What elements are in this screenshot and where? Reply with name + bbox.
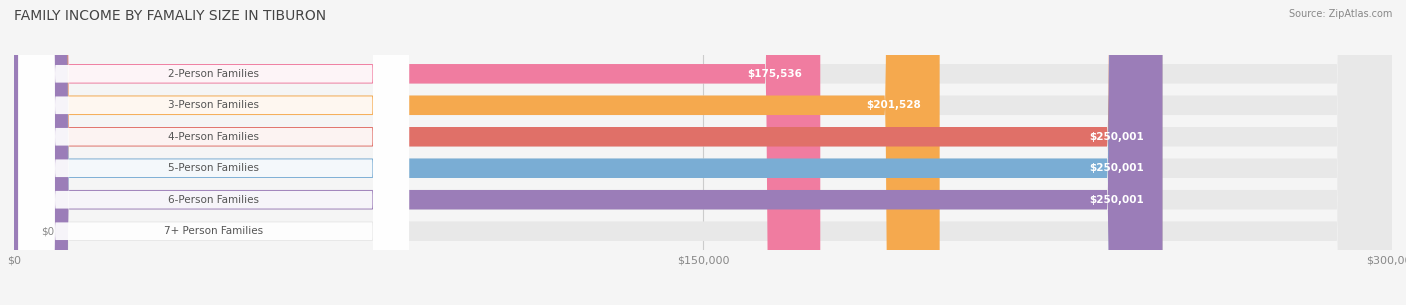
FancyBboxPatch shape <box>14 0 1163 305</box>
Text: 4-Person Families: 4-Person Families <box>169 132 259 142</box>
Text: $175,536: $175,536 <box>747 69 801 79</box>
FancyBboxPatch shape <box>18 0 409 305</box>
FancyBboxPatch shape <box>18 0 409 305</box>
Text: 2-Person Families: 2-Person Families <box>169 69 259 79</box>
Text: $250,001: $250,001 <box>1090 132 1144 142</box>
Text: $250,001: $250,001 <box>1090 195 1144 205</box>
FancyBboxPatch shape <box>14 0 1163 305</box>
FancyBboxPatch shape <box>18 0 409 305</box>
Text: 3-Person Families: 3-Person Families <box>169 100 259 110</box>
FancyBboxPatch shape <box>14 0 1392 305</box>
FancyBboxPatch shape <box>18 0 409 305</box>
Text: $201,528: $201,528 <box>866 100 921 110</box>
Text: 7+ Person Families: 7+ Person Families <box>165 226 263 236</box>
FancyBboxPatch shape <box>14 0 1392 305</box>
FancyBboxPatch shape <box>14 0 939 305</box>
FancyBboxPatch shape <box>14 0 1392 305</box>
FancyBboxPatch shape <box>14 0 1163 305</box>
Text: $0: $0 <box>42 226 55 236</box>
Text: 6-Person Families: 6-Person Families <box>169 195 259 205</box>
Text: FAMILY INCOME BY FAMALIY SIZE IN TIBURON: FAMILY INCOME BY FAMALIY SIZE IN TIBURON <box>14 9 326 23</box>
Text: $250,001: $250,001 <box>1090 163 1144 173</box>
FancyBboxPatch shape <box>18 0 409 305</box>
Text: Source: ZipAtlas.com: Source: ZipAtlas.com <box>1288 9 1392 19</box>
FancyBboxPatch shape <box>18 0 409 305</box>
FancyBboxPatch shape <box>14 0 1392 305</box>
FancyBboxPatch shape <box>14 0 1392 305</box>
FancyBboxPatch shape <box>14 0 1392 305</box>
Text: 5-Person Families: 5-Person Families <box>169 163 259 173</box>
FancyBboxPatch shape <box>14 0 820 305</box>
